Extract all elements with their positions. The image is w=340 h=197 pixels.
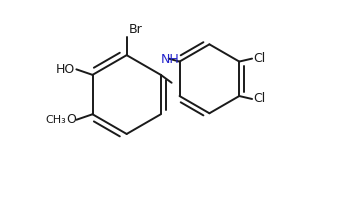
Text: Cl: Cl <box>253 52 265 65</box>
Text: Cl: Cl <box>253 93 265 105</box>
Text: CH₃: CH₃ <box>45 115 66 125</box>
Text: NH: NH <box>161 53 180 66</box>
Text: HO: HO <box>56 63 75 76</box>
Text: Br: Br <box>129 23 142 36</box>
Text: O: O <box>66 113 76 126</box>
